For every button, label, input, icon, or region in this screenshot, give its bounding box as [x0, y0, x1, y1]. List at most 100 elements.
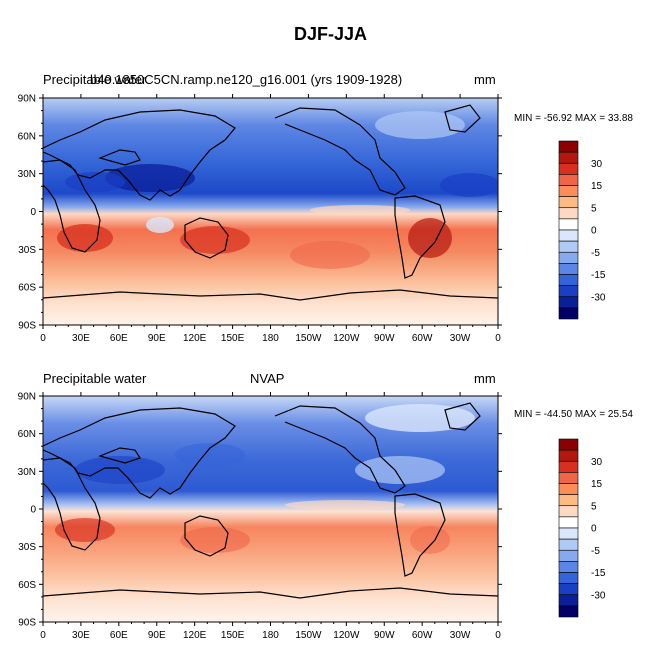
- lon-tick-label: 150W: [295, 333, 322, 344]
- colorbar-box: [558, 174, 579, 186]
- colorbar-label: -30: [591, 590, 606, 601]
- lat-tick-label: 30N: [18, 467, 36, 478]
- colorbar-box: [558, 151, 579, 164]
- colorbar-label: -30: [591, 292, 606, 303]
- lon-tick-label: 60W: [412, 630, 433, 641]
- lon-tick-label: 30W: [450, 333, 471, 344]
- colorbar-box: [558, 483, 579, 495]
- colorbar-box: [558, 594, 579, 607]
- panel1-center-title: b40.1850C5CN.ramp.ne120_g16.001 (yrs 190…: [90, 72, 403, 87]
- colorbar-label: 15: [591, 479, 603, 490]
- figure-title: DJF-JJA: [293, 24, 368, 44]
- lat-tick-label: 30S: [18, 245, 36, 256]
- colorbar-box: [558, 218, 579, 231]
- colorbar-label: 30: [591, 159, 603, 170]
- panel1-units: mm: [474, 72, 496, 87]
- lon-tick-label: 90W: [374, 630, 395, 641]
- panel2-center-title: NVAP: [250, 371, 285, 386]
- colorbar-box: [558, 505, 579, 518]
- colorbar-box: [558, 196, 579, 209]
- colorbar-box: [558, 240, 579, 253]
- lon-tick-label: 150E: [221, 630, 245, 641]
- colorbar-label: -5: [591, 248, 600, 259]
- lat-tick-label: 30N: [18, 169, 36, 180]
- lon-tick-label: 30E: [72, 333, 90, 344]
- colorbar-box: [558, 229, 579, 242]
- lat-tick-label: 60S: [18, 283, 36, 294]
- colorbar-box: [558, 185, 579, 197]
- lon-tick-label: 0: [40, 630, 46, 641]
- colorbar-box: [558, 538, 579, 551]
- lat-tick-label: 60N: [18, 429, 36, 440]
- lon-tick-label: 120E: [183, 333, 207, 344]
- lat-tick-label: 60S: [18, 580, 36, 591]
- lon-tick-label: 60E: [110, 630, 128, 641]
- colorbar-box: [558, 251, 579, 264]
- colorbar-label: 0: [591, 524, 597, 535]
- colorbar-label: -15: [591, 568, 606, 579]
- colorbar-label: 15: [591, 181, 603, 192]
- lon-tick-label: 120W: [333, 333, 360, 344]
- colorbar-box: [558, 583, 579, 596]
- colorbar-box: [558, 207, 579, 220]
- lon-tick-label: 180: [262, 333, 279, 344]
- lon-tick-label: 90W: [374, 333, 395, 344]
- colorbar-box: [558, 449, 579, 462]
- panel2-anomalies: [55, 404, 475, 554]
- panel1-left-title: Precipitable water: [43, 72, 147, 87]
- panel1-map: [42, 97, 499, 326]
- panel2-units: mm: [474, 371, 496, 386]
- colorbar-box: [558, 494, 579, 507]
- lat-tick-label: 0: [30, 505, 36, 516]
- lon-tick-label: 180: [262, 630, 279, 641]
- panel2-left-title: Precipitable water: [43, 371, 147, 386]
- colorbar-box: [558, 605, 579, 618]
- lat-tick-label: 30S: [18, 542, 36, 553]
- colorbar-box: [558, 460, 579, 473]
- lon-tick-label: 120W: [333, 630, 360, 641]
- lon-tick-label: 60E: [110, 333, 128, 344]
- colorbar-box: [558, 438, 579, 451]
- colorbar-box: [558, 549, 579, 562]
- panel1-minmax: MIN = -56.92 MAX = 33.88: [514, 113, 633, 124]
- colorbar-box: [558, 140, 579, 153]
- panel2-map: [42, 395, 499, 623]
- colorbar-box: [558, 561, 579, 573]
- axes-layer: 90N 60N 30N 0 30S 60S 90S 0 30E 60E 90E 120E 150E 180…: [18, 94, 502, 641]
- colorbar-label: 5: [591, 501, 597, 512]
- colorbar-box: [558, 516, 579, 529]
- colorbar-box: [558, 572, 579, 584]
- colorbar-layer: 30 15 5 0 -5 -15 -30 30 15 5 0 -5 -15 -30: [558, 140, 606, 618]
- panel2-field: [43, 396, 498, 622]
- colorbar-box: [558, 162, 579, 175]
- lat-tick-label: 0: [30, 207, 36, 218]
- panel2-minmax: MIN = -44.50 MAX = 25.54: [514, 409, 633, 420]
- lat-tick-label: 90S: [18, 618, 36, 629]
- colorbar-label: 0: [591, 226, 597, 237]
- colorbar-box: [558, 274, 579, 286]
- colorbar-label: -5: [591, 546, 600, 557]
- lon-tick-label: 90E: [148, 333, 166, 344]
- colorbar-box: [558, 285, 579, 298]
- colorbar-box: [558, 472, 579, 484]
- lon-tick-label: 0: [40, 333, 46, 344]
- colorbar-box: [558, 527, 579, 540]
- lon-tick-label: 150E: [221, 333, 245, 344]
- lon-tick-label: 90E: [148, 630, 166, 641]
- lon-tick-label: 60W: [412, 333, 433, 344]
- panel1-anomalies: [57, 111, 498, 269]
- colorbar-box: [558, 296, 579, 309]
- colorbar-label: 5: [591, 203, 597, 214]
- lon-tick-label: 30E: [72, 630, 90, 641]
- colorbar-label: -15: [591, 270, 606, 281]
- lat-tick-label: 90N: [18, 392, 36, 403]
- lat-tick-label: 60N: [18, 131, 36, 142]
- lat-tick-label: 90N: [18, 94, 36, 105]
- lon-tick-label: 30W: [450, 630, 471, 641]
- lon-tick-label: 120E: [183, 630, 207, 641]
- lon-tick-label: 0: [495, 333, 501, 344]
- colorbar-box: [558, 307, 579, 320]
- panel1-coastlines: [43, 104, 498, 301]
- colorbar-label: 30: [591, 457, 603, 468]
